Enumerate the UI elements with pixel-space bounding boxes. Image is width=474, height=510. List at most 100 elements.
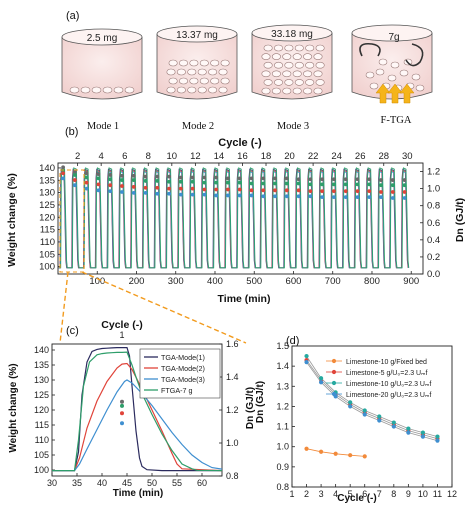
dn-marker <box>143 190 148 195</box>
x-tick-label: 700 <box>325 276 341 287</box>
data-point <box>377 414 382 419</box>
legend-label: TGA-Mode(1) <box>161 353 205 362</box>
dn-marker <box>226 180 230 185</box>
data-point <box>435 438 440 443</box>
sorbent-particle <box>208 86 218 94</box>
data-point <box>304 353 309 359</box>
dn-marker <box>249 176 254 181</box>
panel-c: (c) Cycle (-) Weight change (%) Dn (GJ/t… <box>8 319 256 499</box>
dn-marker <box>108 183 113 188</box>
dn-marker <box>261 176 266 181</box>
data-point <box>318 380 324 385</box>
dn-marker <box>237 187 242 192</box>
y-tick-label: 1.2 <box>276 401 289 411</box>
dn-marker <box>131 185 136 189</box>
legend-swatch <box>331 380 337 386</box>
trend-line <box>306 359 438 440</box>
x-tick-label: 40 <box>97 478 107 488</box>
dn-marker <box>202 187 207 192</box>
dn-marker <box>155 191 160 196</box>
data-point <box>318 376 324 381</box>
sorbent-particle <box>387 74 397 82</box>
dn-marker <box>249 188 254 193</box>
dn-marker <box>143 174 148 179</box>
crucible-mass-mode-3: 33.18 mg <box>271 29 313 40</box>
dn-marker <box>143 179 148 183</box>
top-tick-label: 22 <box>308 151 319 162</box>
x-tick-label: 12 <box>447 489 457 499</box>
dn-marker <box>96 176 101 181</box>
data-point <box>362 412 367 417</box>
x-tick-label: 600 <box>286 276 302 287</box>
top-tick-label: 30 <box>402 151 413 162</box>
dn-marker <box>320 182 325 187</box>
x-tick-label: 900 <box>403 276 419 287</box>
data-point <box>391 420 396 425</box>
y2-tick-label: 0.8 <box>226 471 239 481</box>
dn-marker <box>296 181 301 186</box>
data-point <box>362 408 367 413</box>
dn-marker <box>202 192 207 197</box>
y-tick-label: 130 <box>34 375 49 385</box>
sorbent-particle <box>102 86 113 94</box>
data-point <box>348 404 353 409</box>
dn-marker <box>214 187 219 192</box>
top-tick-label: 28 <box>378 151 389 162</box>
panel-d: (d) Dn (GJ/t) Cycle (-) 1 2 3 4 5 6 7 8 9 10 11 120… <box>255 335 457 504</box>
sorbent-particle <box>390 61 400 69</box>
dn-marker <box>120 399 124 404</box>
x-tick-label: 500 <box>246 276 262 287</box>
panel-b-ylabel: Weight change (%) <box>6 173 18 267</box>
sorbent-particle <box>166 86 176 94</box>
sorbent-particle <box>220 59 230 67</box>
sorbent-particle <box>261 87 271 95</box>
dn-marker <box>61 171 66 176</box>
sorbent-particle <box>411 73 421 81</box>
sorbent-particle <box>263 79 273 86</box>
weight-curve-series-4 <box>58 167 410 269</box>
top-tick-label: 18 <box>261 151 272 162</box>
data-point <box>362 454 367 459</box>
dn-marker <box>108 173 113 177</box>
panel-c-y2label: Dn (GJ/t) <box>245 387 256 429</box>
y-tick-label: 130 <box>39 188 55 199</box>
panel-b-y2label: Dn (GJ/t) <box>454 198 466 242</box>
dn-marker <box>61 176 66 181</box>
sorbent-particle <box>80 86 91 94</box>
sorbent-particle <box>294 61 304 69</box>
panel-b-xlabel: Time (min) <box>218 293 271 305</box>
top-tick-label: 20 <box>284 151 295 162</box>
y-tick-label: 115 <box>35 420 49 430</box>
sorbent-particle <box>315 44 325 52</box>
dn-marker <box>249 181 254 186</box>
dn-marker <box>190 179 195 184</box>
legend-label: TGA-Mode(3) <box>161 375 205 384</box>
x-tick-label: 3 <box>319 489 324 499</box>
x-tick-label: 6 <box>362 489 367 499</box>
dn-marker <box>202 180 207 185</box>
legend-swatch <box>331 369 337 375</box>
sorbent-particle <box>261 70 271 78</box>
panel-a-label: (a) <box>66 10 79 22</box>
dn-marker <box>284 181 289 186</box>
dn-marker <box>402 190 407 194</box>
dn-marker <box>167 174 171 179</box>
sorbent-particle <box>263 44 273 52</box>
dn-marker <box>237 180 242 185</box>
dn-marker <box>355 189 360 194</box>
dn-marker <box>120 178 124 182</box>
sorbent-particle <box>187 68 197 76</box>
dn-marker <box>96 182 101 187</box>
y-tick-label: 125 <box>39 200 55 211</box>
dn-marker <box>178 175 183 180</box>
data-point <box>406 426 411 431</box>
dn-marker <box>84 171 89 176</box>
sorbent-particle <box>271 53 281 60</box>
crucible-mass-mode-1: 2.5 mg <box>87 33 118 44</box>
sorbent-particle <box>305 79 315 86</box>
dn-marker <box>155 185 160 190</box>
dn-marker <box>273 176 277 181</box>
data-point <box>435 434 440 439</box>
top-tick-label: 10 <box>167 151 178 162</box>
